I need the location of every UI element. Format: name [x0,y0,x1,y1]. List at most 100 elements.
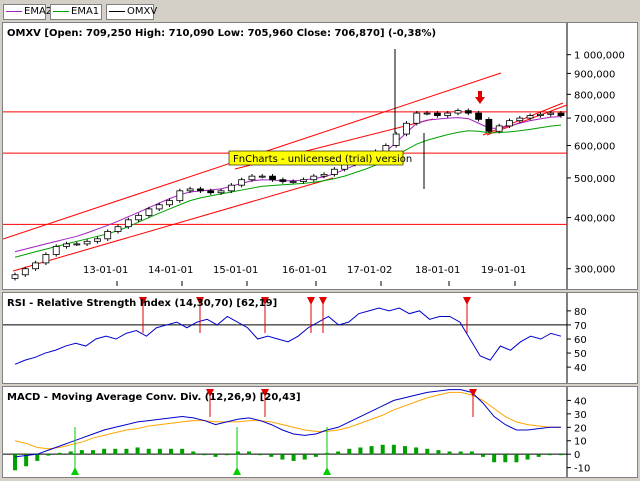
rsi-panel: 80 70 60 50 40 RSI - Relative Strength Index… [2,292,638,384]
candle-body [227,184,235,192]
macd-sell-marker [469,389,477,397]
rsi-y-tick-label: 50 [574,349,587,360]
macd-histogram-bar [157,448,162,455]
candle-body [52,246,60,255]
macd-histogram-bar [269,454,274,457]
price-panel-title: OMXV [Open: 709,250 High: 710,090 Low: 7… [7,28,436,39]
macd-histogram-bar [403,446,407,455]
candle-body [176,190,184,202]
candle-body [114,226,122,232]
macd-histogram-bar [336,451,341,455]
candle-body [104,231,112,240]
candle-body [444,112,452,116]
candle-body [454,110,462,114]
candle-body [11,274,19,279]
watermark-text: FnCharts - unlicensed (trial) version [233,154,412,165]
candle-body [433,112,441,116]
rsi-sell-marker [139,297,147,305]
macd-histogram-bar [369,446,374,455]
macd-histogram-bar [46,454,51,456]
candle-body [557,112,565,116]
candle-body [547,112,555,115]
candle-body [516,117,524,122]
legend-label-ema1: EMA1 [71,6,100,17]
candle-body [197,188,204,192]
price-x-tick-label: 13-01-01 [83,265,128,276]
price-x-tick-label: 14-01-01 [148,265,193,276]
candle-body [464,110,472,114]
macd-histogram-bar [146,448,151,455]
macd-histogram-bar [313,454,318,457]
candle-body [485,118,493,132]
legend-swatch-ema2 [6,11,22,12]
legend-item-ema1[interactable]: EMA1 [50,4,102,20]
trend-channel-lower [12,177,334,272]
rsi-sell-marker [196,297,204,305]
macd-histogram-bar [481,454,485,457]
rsi-sell-marker [463,297,471,305]
macd-histogram-bar [302,454,307,460]
macd-histogram-bar [559,454,563,456]
macd-histogram-bar [124,448,129,455]
macd-y-tick-label: 30 [574,410,587,421]
price-y-tick-label: 900,000 [574,69,615,80]
macd-histogram-bar [24,454,29,467]
macd-histogram-bar [68,451,73,455]
macd-line [14,389,561,458]
price-x-tick-label: 15-01-01 [213,265,258,276]
watermark: FnCharts - unlicensed (trial) version [228,150,412,166]
candle-body [475,112,482,120]
rsi-line [14,307,562,365]
candle-body [145,208,153,216]
candle-body [330,168,338,175]
macd-histogram-bar [414,447,419,455]
macd-histogram-bar [35,454,40,461]
macd-histogram-bar [235,451,240,455]
candle-body [536,113,544,116]
legend-swatch-ema1 [53,11,69,12]
legend-item-ema2[interactable]: EMA2 [3,4,52,20]
macd-histogram-bar [191,451,196,455]
macd-histogram-bar [358,447,363,455]
price-chart[interactable]: OMXV [Open: 709,250 High: 710,090 Low: 7… [2,23,637,289]
macd-histogram-bar [79,450,84,455]
candle-body [269,175,276,181]
macd-sell-marker [206,389,214,397]
macd-buy-marker [233,467,241,475]
macd-y-tick-label: 40 [574,396,587,407]
price-x-tick-label: 19-01-01 [481,265,526,276]
candle-body [94,238,101,242]
macd-histogram-bar [224,454,229,456]
rsi-y-tick-label: 80 [574,307,587,318]
legend-label-ema2: EMA2 [24,6,53,17]
candle-body [289,181,297,183]
legend-item-omxv[interactable]: OMXV [106,4,158,20]
candle-body [21,268,29,276]
macd-chart[interactable]: 40 30 20 10 0 -10 MACD - Moving Average Conv.… [3,387,637,477]
price-y-tick-label: 1 000,000 [574,51,625,62]
rsi-sell-marker [307,297,315,305]
macd-histogram-bar [514,454,519,463]
candle-body [73,243,81,246]
macd-histogram-bar [291,454,296,461]
macd-histogram-bar [547,454,552,456]
price-y-tick-label: 600,000 [574,142,615,153]
macd-signal-line [14,391,561,450]
rsi-y-tick-label: 70 [574,321,587,332]
candle-body [238,179,246,186]
macd-histogram-bar [458,451,463,455]
rsi-y-tick-label: 40 [574,363,587,374]
macd-histogram-bar [436,450,441,455]
price-x-tick-label: 17-01-02 [347,265,392,276]
candle-body [258,175,266,178]
macd-buy-marker [323,467,331,475]
rsi-chart[interactable]: 80 70 60 50 40 RSI - Relative Strength Index… [3,293,637,383]
legend-label-omxv: OMXV [127,6,158,17]
candle-body [495,125,503,132]
candle-body [526,115,534,119]
macd-histogram-bar [380,444,385,455]
rsi-sell-marker [319,297,327,305]
candle-body [279,179,287,182]
sell-arrow-stem [478,91,482,97]
macd-histogram-bar [347,448,352,455]
